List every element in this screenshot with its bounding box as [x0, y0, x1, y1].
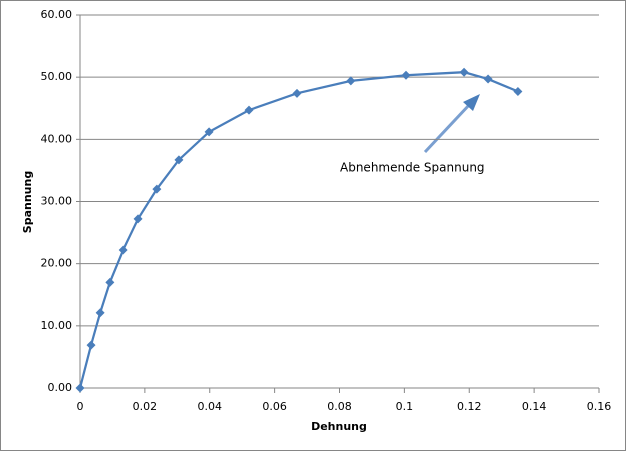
- data-marker: [204, 127, 214, 137]
- data-marker: [174, 155, 184, 165]
- y-tick-label: 20.00: [41, 257, 73, 270]
- data-marker: [401, 70, 411, 80]
- y-tick-label: 40.00: [41, 132, 73, 145]
- x-tick-label: 0.08: [327, 400, 352, 413]
- data-marker: [346, 76, 356, 86]
- data-marker: [483, 74, 493, 84]
- x-tick-label: 0.06: [262, 400, 287, 413]
- arrow-shaft: [423, 102, 472, 154]
- data-marker: [244, 105, 254, 115]
- x-axis-title: Dehnung: [311, 420, 367, 433]
- x-tick-label: 0: [77, 400, 84, 413]
- x-tick-label: 0.16: [587, 400, 612, 413]
- data-marker: [133, 214, 143, 224]
- y-axis-title: Spannung: [21, 171, 34, 233]
- data-marker: [95, 308, 105, 318]
- data-marker: [75, 383, 85, 393]
- x-tick-label: 0.14: [522, 400, 547, 413]
- data-marker: [152, 184, 162, 194]
- x-tick-label: 0.04: [198, 400, 223, 413]
- data-marker: [105, 277, 115, 287]
- x-tick-label: 0.02: [133, 400, 158, 413]
- arrow-head: [463, 94, 480, 111]
- y-tick-label: 50.00: [41, 70, 73, 83]
- data-marker: [86, 340, 96, 350]
- data-marker: [292, 88, 302, 98]
- annotation: Abnehmende Spannung: [340, 161, 485, 175]
- y-tick-label: 10.00: [41, 319, 73, 332]
- annotation-arrow: [423, 94, 480, 154]
- x-tick-label: 0.1: [396, 400, 414, 413]
- y-tick-label: 30.00: [41, 195, 73, 208]
- data-marker: [513, 86, 523, 96]
- y-tick-label: 60.00: [41, 8, 73, 21]
- y-tick-label: 0.00: [48, 381, 73, 394]
- data-marker: [118, 245, 128, 255]
- data-marker: [459, 67, 469, 77]
- data-line: [78, 71, 519, 389]
- x-tick-label: 0.12: [457, 400, 482, 413]
